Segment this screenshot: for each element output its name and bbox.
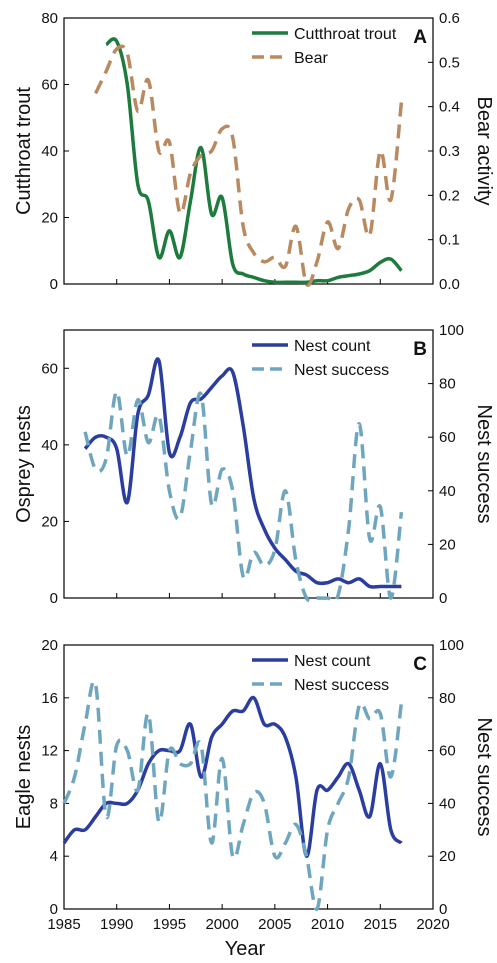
- y-axis-label: Cutthroat trout: [13, 87, 35, 215]
- panel-label: A: [413, 27, 427, 48]
- y2-tick-label: 100: [439, 322, 464, 339]
- series-line-nest-success: [83, 389, 404, 603]
- y-tick-label: 0: [50, 901, 58, 918]
- y2-axis-label: Bear activity: [473, 97, 495, 206]
- x-tick-label: 1995: [153, 916, 186, 933]
- y2-tick-label: 60: [439, 429, 456, 446]
- y2-tick-label: 0.0: [439, 276, 460, 293]
- y2-tick-label: 0: [439, 901, 447, 918]
- y-tick-label: 0: [50, 276, 58, 293]
- legend-label: Nest count: [294, 653, 371, 670]
- y2-tick-label: 0.3: [439, 143, 460, 160]
- legend-label: Nest count: [294, 338, 371, 355]
- x-tick-label: 2005: [258, 916, 291, 933]
- y-tick-label: 80: [41, 10, 58, 27]
- x-tick-label: 2000: [205, 916, 238, 933]
- y-tick-label: 8: [50, 795, 58, 812]
- series-line-nest-count: [83, 357, 402, 589]
- panel-a: 0 20 40 60 80 0.0 0.1 0.2 0.3 0.4 0.5 0.6 Cutthroat …: [13, 10, 495, 293]
- x-tick-label: 1985: [47, 916, 80, 933]
- series-line-cutthroat-trout: [105, 37, 403, 285]
- y-axis-label: Osprey nests: [13, 405, 35, 523]
- x-tick-label: 1990: [100, 916, 133, 933]
- y2-tick-label: 20: [439, 848, 456, 865]
- y-tick-label: 20: [41, 637, 58, 654]
- y-tick-label: 40: [41, 437, 58, 454]
- panel-c: 0 4 8 12 16 20 0 20 40 60 80 100 1985 1990 1995 2000 200…: [13, 637, 495, 933]
- y-tick-label: 16: [41, 690, 58, 707]
- x-axis-label: Year: [225, 938, 266, 960]
- y-tick-label: 20: [41, 210, 58, 227]
- y2-tick-label: 20: [439, 536, 456, 553]
- legend-label: Nest success: [294, 677, 389, 694]
- y-tick-label: 60: [41, 77, 58, 94]
- y2-tick-label: 0.1: [439, 232, 460, 249]
- y-tick-label: 20: [41, 513, 58, 530]
- y2-tick-label: 40: [439, 795, 456, 812]
- y2-tick-label: 0: [439, 590, 447, 607]
- y2-tick-label: 0.4: [439, 99, 460, 116]
- y2-tick-label: 80: [439, 376, 456, 393]
- series-line-nest-count: [62, 695, 403, 858]
- y-tick-label: 4: [50, 848, 58, 865]
- panel-b: 0 20 40 60 0 20 40 60 80 100 Osprey nests Nest succ…: [13, 322, 495, 607]
- y2-axis-label: Nest success: [473, 718, 495, 837]
- y2-tick-label: 60: [439, 743, 456, 760]
- y2-tick-label: 0.5: [439, 54, 460, 71]
- legend-label: Cutthroat trout: [294, 26, 397, 43]
- y2-tick-label: 0.2: [439, 187, 460, 204]
- y2-tick-label: 80: [439, 690, 456, 707]
- series-line-nest-success: [62, 679, 404, 911]
- y-tick-label: 40: [41, 143, 58, 160]
- plot-frame: [63, 329, 434, 599]
- y-tick-label: 0: [50, 590, 58, 607]
- y2-axis-label: Nest success: [473, 405, 495, 524]
- series-line-bear: [94, 44, 404, 287]
- y2-tick-label: 40: [439, 483, 456, 500]
- plot-frame: [63, 644, 434, 910]
- y-tick-label: 60: [41, 360, 58, 377]
- y2-tick-label: 0.6: [439, 10, 460, 27]
- x-tick-label: 2015: [364, 916, 397, 933]
- legend-label: Bear: [294, 50, 328, 67]
- y-tick-label: 12: [41, 743, 58, 760]
- x-tick-label: 2020: [416, 916, 449, 933]
- legend-label: Nest success: [294, 362, 389, 379]
- panel-label: C: [413, 654, 427, 675]
- y-axis-label: Eagle nests: [13, 725, 35, 830]
- panel-label: B: [413, 339, 427, 360]
- x-tick-label: 2010: [311, 916, 344, 933]
- y2-tick-label: 100: [439, 637, 464, 654]
